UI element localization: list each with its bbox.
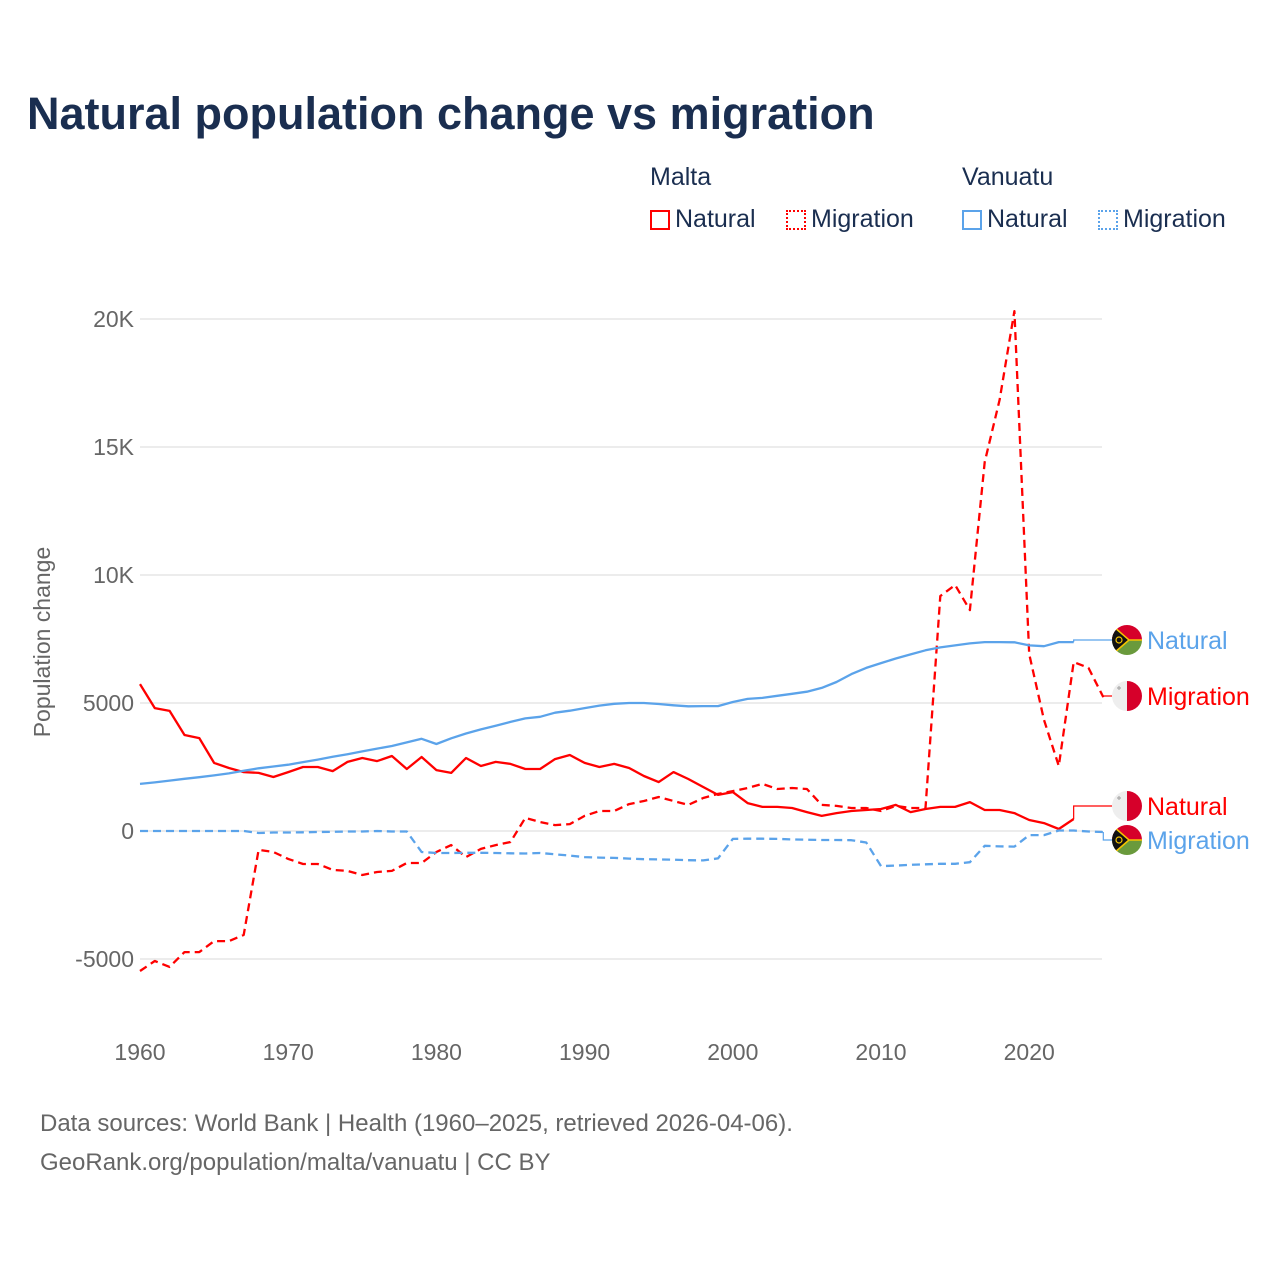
series-malta-migration-line [139, 309, 1105, 972]
x-tick-label: 1970 [263, 1039, 314, 1065]
y-tick-label: 20K [93, 306, 135, 332]
legend-swatch-solid [650, 209, 670, 230]
legend-group-malta: Malta [650, 163, 712, 191]
x-tick-label: 1960 [114, 1039, 165, 1065]
x-tick-label: 1980 [411, 1039, 462, 1065]
footer-url[interactable]: GeoRank.org/population/malta/vanuatu | C… [40, 1149, 551, 1176]
end-label-vanuatu-migration: Migration [1147, 827, 1250, 855]
y-tick-label: 10K [93, 562, 135, 588]
legend-vanuatu-natural[interactable]: Natural [962, 205, 1068, 234]
end-label-leader [1102, 832, 1112, 841]
series-malta-natural-line [139, 683, 1075, 831]
end-label-vanuatu-natural: Natural [1147, 627, 1228, 655]
end-label-leader [1073, 805, 1112, 819]
footer-source: Data sources: World Bank | Health (1960–… [40, 1110, 793, 1137]
series-vanuatu-migration-line [140, 829, 1104, 868]
legend-swatch-solid [962, 209, 982, 230]
x-tick-label: 1990 [559, 1039, 610, 1065]
legend-label: Migration [1123, 205, 1226, 233]
malta-flag-icon [1112, 791, 1142, 821]
legend-malta-natural[interactable]: Natural [650, 205, 756, 234]
y-tick-label: 0 [121, 818, 134, 844]
end-label-malta-migration: Migration [1147, 683, 1250, 711]
legend-label: Natural [987, 205, 1068, 233]
end-label-leader [1073, 639, 1112, 643]
y-tick-label: 5000 [83, 690, 134, 716]
end-label-malta-natural: Natural [1147, 793, 1228, 821]
x-tick-label: 2010 [855, 1039, 906, 1065]
legend-swatch-dotted [786, 209, 806, 230]
y-tick-label: 15K [93, 434, 135, 460]
series-vanuatu-natural-line [139, 640, 1074, 786]
y-axis-label: Population change [29, 547, 55, 738]
legend-swatch-dotted [1098, 209, 1118, 230]
legend-label: Migration [811, 205, 914, 233]
x-tick-label: 2020 [1004, 1039, 1055, 1065]
end-label-leader [1102, 695, 1112, 698]
vanuatu-flag-icon [1112, 625, 1142, 655]
legend-label: Natural [675, 205, 756, 233]
legend-malta-migration[interactable]: Migration [786, 205, 914, 234]
legend-group-vanuatu: Vanuatu [962, 163, 1054, 191]
malta-flag-icon [1112, 681, 1142, 711]
vanuatu-flag-icon [1112, 825, 1142, 855]
x-tick-label: 2000 [707, 1039, 758, 1065]
legend-vanuatu-migration[interactable]: Migration [1098, 205, 1226, 234]
y-tick-label: -5000 [75, 946, 134, 972]
chart-title: Natural population change vs migration [27, 88, 875, 139]
